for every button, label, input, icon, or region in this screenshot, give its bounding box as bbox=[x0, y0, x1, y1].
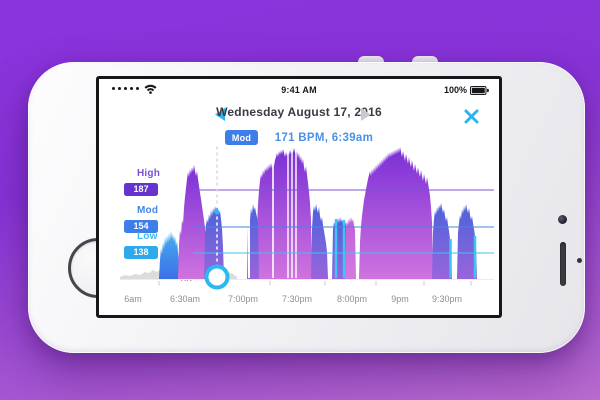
hr-area-segment bbox=[359, 147, 433, 279]
hr-area-segment bbox=[345, 217, 356, 279]
axis-label: 7:00pm bbox=[228, 294, 258, 304]
battery-percent: 100% bbox=[443, 85, 467, 95]
axis-label: 6:30am bbox=[170, 294, 200, 304]
axis-label: 7:30pm bbox=[282, 294, 312, 304]
gap-slit bbox=[295, 150, 297, 278]
hr-area-segment bbox=[457, 204, 477, 279]
gap-slit bbox=[272, 150, 274, 278]
axis-label: 9pm bbox=[391, 294, 409, 304]
zone-label-mod: Mod bbox=[137, 205, 159, 216]
front-camera-icon bbox=[558, 215, 567, 224]
zone-stripe bbox=[449, 239, 452, 278]
zone-stripe bbox=[334, 219, 338, 278]
zone-label-low: Low bbox=[137, 231, 158, 242]
prev-date-button[interactable] bbox=[215, 108, 225, 121]
axis-label: 6am bbox=[124, 294, 142, 304]
gap-slit bbox=[248, 150, 250, 278]
zone-value-high: 187 bbox=[124, 183, 158, 196]
zone-stripe bbox=[342, 220, 346, 278]
zone-badge: Mod bbox=[224, 130, 259, 146]
wifi-icon bbox=[144, 84, 157, 94]
ambient-sensor bbox=[577, 258, 582, 263]
axis-label: 8:00pm bbox=[337, 294, 367, 304]
hr-area-segment bbox=[204, 205, 224, 279]
zone-value-mod: 154 bbox=[124, 220, 158, 233]
close-button[interactable] bbox=[464, 109, 479, 124]
signal-strength-icon bbox=[112, 87, 140, 91]
date-title: Wednesday August 17, 2016 bbox=[216, 105, 382, 119]
reading-text: 171 BPM, 6:39am bbox=[274, 131, 374, 144]
status-bar: 9:41 AM 100% bbox=[99, 82, 499, 96]
status-time: 9:41 AM bbox=[281, 85, 317, 95]
zone-label-high: High bbox=[137, 168, 161, 179]
next-date-button[interactable] bbox=[361, 108, 371, 121]
selection-bpm-dot bbox=[214, 209, 220, 215]
hr-area-segment bbox=[159, 231, 180, 279]
axis-label: 9:30pm bbox=[432, 294, 462, 304]
heart-rate-chart[interactable]: 6am 6:30am 7:00pm 7:30pm 8:00pm 9pm 9:30pm bbox=[110, 140, 505, 315]
zone-value-low: 138 bbox=[124, 246, 158, 259]
hr-area-segment bbox=[432, 203, 452, 279]
gap-slit bbox=[287, 150, 289, 278]
hr-area-segment bbox=[256, 148, 312, 279]
scrubber-marker[interactable] bbox=[204, 264, 230, 290]
zone-stripe bbox=[473, 236, 477, 278]
gap-slit bbox=[291, 150, 293, 278]
hr-area-segment bbox=[311, 204, 328, 279]
battery-icon bbox=[470, 85, 489, 95]
earpiece-speaker bbox=[560, 242, 566, 286]
selected-reading: Mod 171 BPM, 6:39am bbox=[99, 129, 499, 147]
hr-area-segment bbox=[178, 165, 207, 279]
